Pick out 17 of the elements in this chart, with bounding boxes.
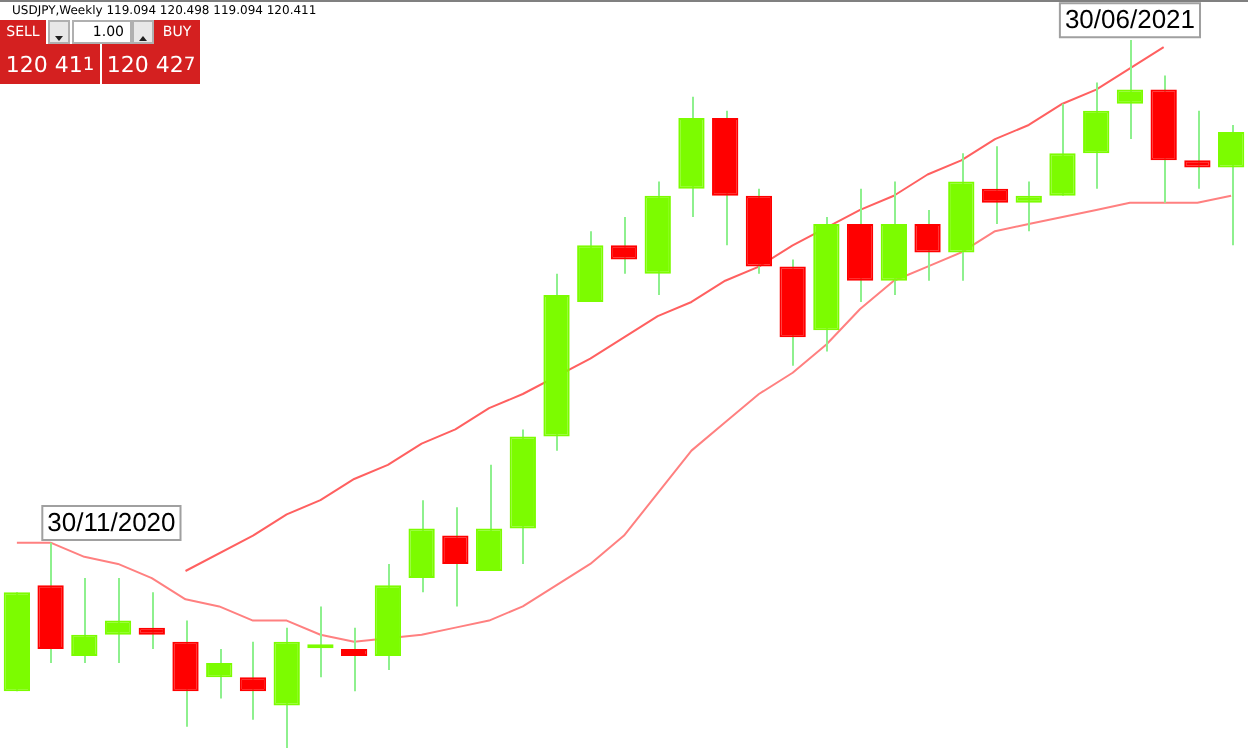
candlestick [475, 463, 503, 572]
candlestick [104, 577, 132, 665]
candlestick [341, 626, 368, 693]
candlestick [239, 640, 267, 721]
candlestick [1116, 39, 1144, 141]
candlestick [1083, 81, 1110, 190]
annotation: 30/11/2020 [47, 507, 176, 538]
candlestick [206, 647, 233, 700]
candlestick [981, 145, 1009, 226]
candlestick [1015, 180, 1042, 233]
annotation: 30/06/2021 [1064, 4, 1196, 35]
candlestick [408, 499, 435, 594]
candlestick [138, 591, 165, 650]
candlestick [1049, 102, 1076, 197]
candlestick [1184, 109, 1211, 190]
candlestick [172, 619, 199, 728]
candlestick [610, 216, 638, 275]
